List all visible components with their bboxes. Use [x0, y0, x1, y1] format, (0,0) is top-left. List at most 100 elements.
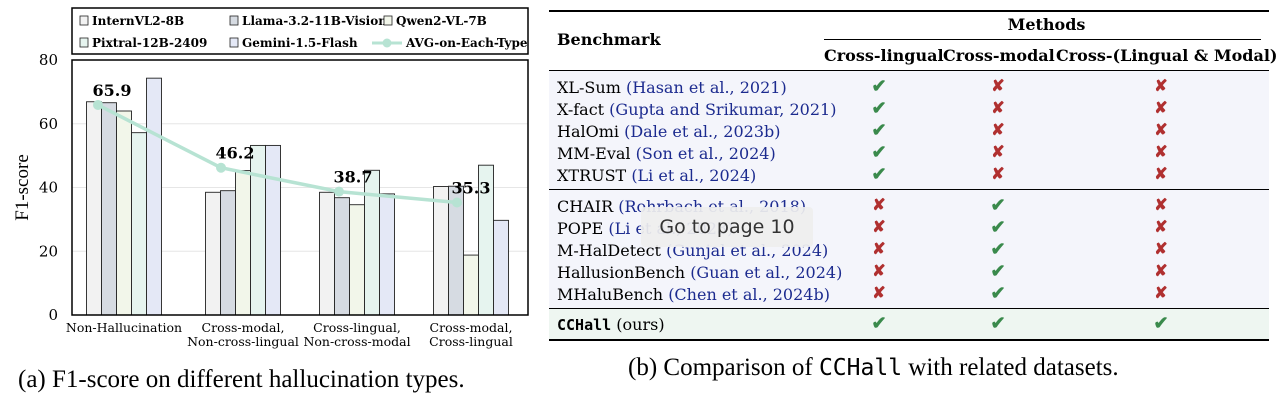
legend-label: InternVL2-8B [92, 14, 184, 28]
cross-icon: ✘ [1154, 120, 1168, 139]
bar [101, 102, 117, 316]
cross-icon: ✘ [1154, 239, 1168, 258]
legend-swatch [79, 15, 89, 26]
cross-icon: ✘ [1154, 98, 1168, 117]
y-tick-label: 20 [39, 242, 58, 260]
avg-line [97, 103, 458, 205]
x-tick-label: Cross-lingual [429, 334, 513, 349]
table-row: MM-Eval (Son et al., 2024) ✔ ✘ ✘ [549, 142, 1269, 164]
cross-icon: ✘ [872, 261, 886, 280]
check-icon: ✔ [871, 142, 887, 163]
citation-link[interactable]: (Li et al., 2024) [631, 166, 757, 185]
benchmark-title: MHaluBench [557, 285, 669, 304]
bar [334, 197, 350, 316]
cross-icon: ✘ [991, 98, 1005, 117]
benchmark-name: MM-Eval (Son et al., 2024) [557, 144, 776, 163]
benchmark-title: MM-Eval [557, 144, 636, 163]
citation-link[interactable]: (Hasan et al., 2021) [625, 78, 787, 97]
group-band [549, 71, 1269, 189]
check-icon: ✔ [990, 313, 1006, 334]
citation-link[interactable]: (Son et al., 2024) [635, 144, 776, 163]
x-tick-label: Non-cross-modal [303, 334, 410, 349]
benchmark-title: CHAIR [557, 197, 619, 216]
cross-icon: ✘ [1154, 283, 1168, 302]
f1-score-chart: 0 20 40 60 80 F1-score Non-Hallucination Cross-… [12, 7, 529, 349]
legend-label: AVG-on-Each-Type [405, 36, 528, 50]
check-icon: ✔ [990, 283, 1006, 304]
check-icon: ✔ [990, 239, 1006, 260]
avg-point [334, 186, 344, 197]
caption-b: (b) Comparison of CCHall with related da… [628, 354, 1119, 382]
citation-link[interactable]: (Dale et al., 2023b) [624, 122, 781, 141]
col-header-cross-lingual: Cross-lingual [824, 46, 944, 65]
table-row: XTRUST (Li et al., 2024) ✔ ✘ ✘ [549, 164, 1269, 186]
benchmark-name: HalOmi (Dale et al., 2023b) [557, 122, 781, 141]
cross-icon: ✘ [991, 164, 1005, 183]
legend-swatch [229, 15, 239, 26]
group-rule [549, 189, 1269, 190]
table-row: XL-Sum (Hasan et al., 2021) ✔ ✘ ✘ [549, 76, 1269, 98]
cross-icon: ✘ [991, 120, 1005, 139]
check-icon: ✔ [871, 76, 887, 97]
bar [379, 193, 395, 316]
check-icon: ✔ [871, 120, 887, 141]
cross-icon: ✘ [1154, 142, 1168, 161]
legend-box [71, 7, 529, 55]
legend-label: Llama-3.2-11B-Vision [242, 14, 387, 28]
x-tick-label: Non-cross-lingual [187, 334, 299, 349]
bar [235, 170, 251, 316]
benchmark-header: Benchmark [557, 30, 661, 49]
cross-icon: ✘ [872, 217, 886, 236]
group-rule [549, 308, 1269, 309]
x-tick-label: Cross-modal, [430, 320, 513, 335]
cross-icon: ✘ [991, 142, 1005, 161]
check-icon: ✔ [871, 164, 887, 185]
avg-data-label: 65.9 [93, 81, 132, 100]
cross-icon: ✘ [1154, 195, 1168, 214]
check-icon: ✔ [871, 98, 887, 119]
benchmark-name: XL-Sum (Hasan et al., 2021) [557, 78, 787, 97]
citation-link[interactable]: (Guan et al., 2024) [690, 263, 843, 282]
check-icon: ✔ [990, 217, 1006, 238]
bar [433, 186, 449, 316]
benchmark-name: X-fact (Gupta and Srikumar, 2021) [557, 100, 836, 119]
x-tick-label: Cross-lingual, [313, 320, 401, 335]
col-header-cross-modal: Cross-modal [943, 46, 1055, 65]
top-rule [549, 10, 1269, 12]
bar [349, 204, 365, 316]
caption-a: (a) F1-score on different hallucination … [18, 366, 465, 393]
benchmark-name: CCHall (ours) [557, 315, 665, 334]
y-tick-label: 40 [39, 179, 58, 197]
go-to-page-tooltip[interactable]: Go to page 10 [641, 207, 813, 247]
table-row: HalOmi (Dale et al., 2023b) ✔ ✘ ✘ [549, 120, 1269, 142]
benchmark-name: XTRUST (Li et al., 2024) [557, 166, 756, 185]
x-tick-label: Non-Hallucination [66, 320, 182, 335]
avg-data-label: 38.7 [334, 168, 373, 187]
legend-swatch [383, 15, 393, 26]
bar [220, 190, 236, 316]
bar [265, 144, 281, 316]
bar [131, 132, 147, 316]
methods-header: Methods [1007, 15, 1086, 34]
citation-link[interactable]: (Chen et al., 2024b) [668, 285, 830, 304]
bottom-rule [549, 339, 1269, 341]
legend-marker [382, 38, 392, 48]
bar [116, 110, 132, 316]
benchmark-title: M-HalDetect [557, 241, 667, 260]
benchmark-name: HallusionBench (Guan et al., 2024) [557, 263, 842, 282]
bar [493, 219, 509, 316]
citation-link[interactable]: (Gupta and Srikumar, 2021) [609, 100, 837, 119]
bar [205, 191, 221, 316]
benchmark-title: X-fact [557, 100, 610, 119]
cross-icon: ✘ [872, 283, 886, 302]
table-row: HallusionBench (Guan et al., 2024) ✘ ✔ ✘ [549, 261, 1269, 283]
caption-b-suffix: with related datasets. [902, 354, 1119, 381]
avg-data-label: 35.3 [452, 178, 491, 197]
cross-icon: ✘ [991, 76, 1005, 95]
benchmark-title: HallusionBench [557, 263, 691, 282]
y-tick-label: 0 [48, 306, 58, 324]
check-icon: ✔ [990, 195, 1006, 216]
benchmark-title: XTRUST [557, 166, 632, 185]
col-header-cross-lingual-modal: Cross-(Lingual & Modal) [1056, 46, 1278, 65]
check-icon: ✔ [1153, 313, 1169, 334]
